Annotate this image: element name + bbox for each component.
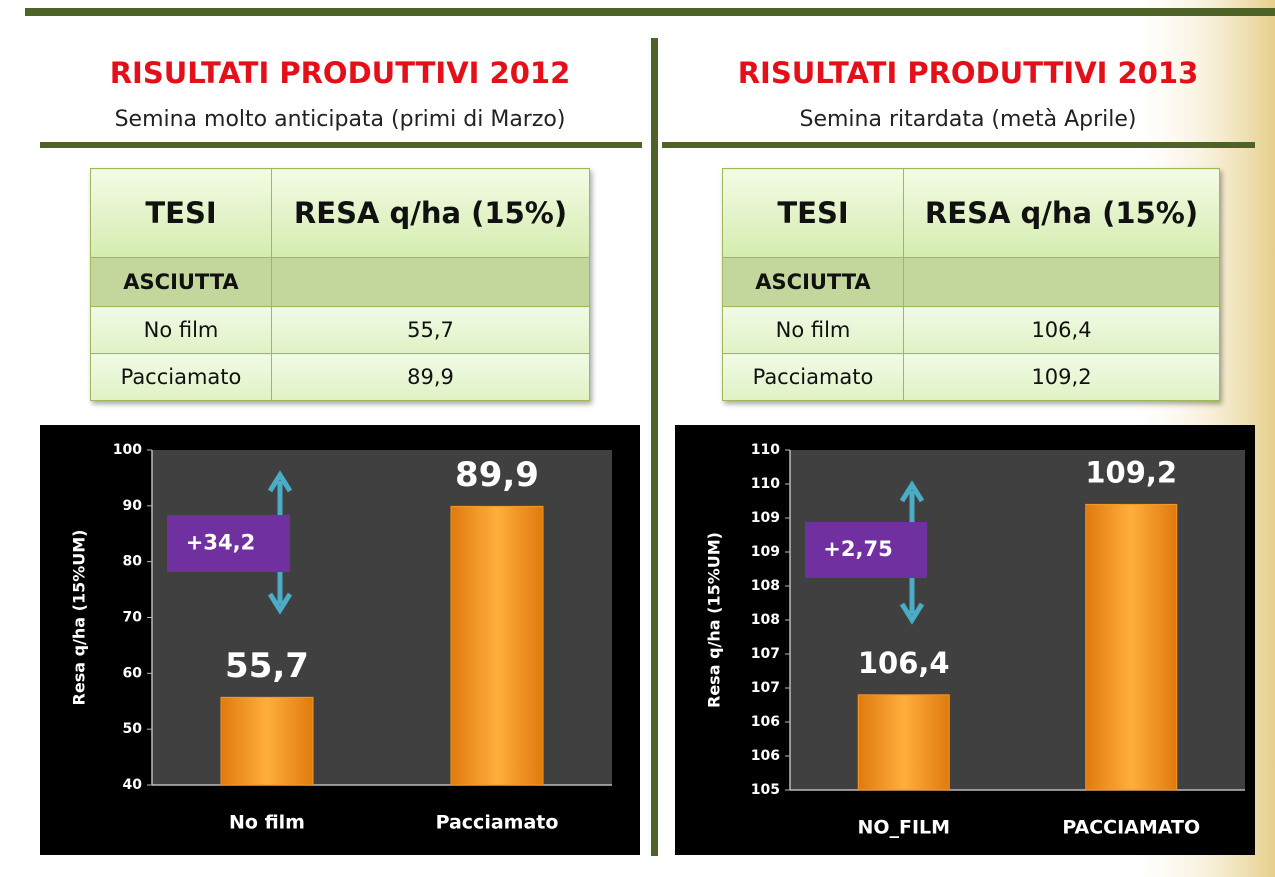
y-axis-title: Resa q/ha (15%UM) [705, 532, 724, 708]
bar [858, 695, 949, 790]
y-tick-label: 70 [123, 610, 143, 626]
table-cell: 55,7 [272, 307, 590, 354]
divider [651, 38, 658, 856]
y-tick-label: 106 [751, 714, 780, 730]
data-label: 89,9 [455, 455, 539, 495]
y-tick-label: 105 [751, 782, 780, 798]
panel-title: RISULTATI PRODUTTIVI 2013 [738, 56, 1199, 90]
table-cell: Pacciamato [723, 354, 904, 401]
x-tick-label: NO_FILM [857, 817, 950, 839]
bar [451, 506, 543, 785]
group-cell: ASCIUTTA [723, 258, 904, 307]
group-row: ASCIUTTA [723, 258, 1220, 307]
y-tick-label: 50 [123, 721, 143, 737]
slide: RISULTATI PRODUTTIVI 2012 Semina molto a… [0, 0, 1275, 877]
table-cell: Pacciamato [91, 354, 272, 401]
x-tick-label: No film [229, 812, 305, 834]
divider [662, 142, 1255, 148]
y-tick-label: 80 [123, 554, 143, 570]
header-cell: RESA q/ha (15%) [904, 169, 1220, 258]
data-label: 109,2 [1085, 455, 1177, 489]
annotation: +34,2 [186, 531, 255, 555]
x-tick-label: PACCIAMATO [1062, 817, 1200, 839]
y-tick-label: 40 [123, 777, 143, 793]
y-tick-label: 60 [123, 665, 143, 681]
slide-canvas: RISULTATI PRODUTTIVI 2012 Semina molto a… [0, 0, 1275, 877]
panel-subtitle: Semina ritardata (metà Aprile) [800, 107, 1137, 132]
y-tick-label: 110 [751, 476, 780, 492]
top-rule [25, 8, 1275, 16]
annotation: +2,75 [823, 537, 892, 561]
header-cell: TESI [91, 169, 272, 258]
data-label: 55,7 [225, 646, 309, 686]
y-tick-label: 109 [751, 544, 780, 560]
y-tick-label: 108 [751, 578, 780, 594]
y-axis-title: Resa q/ha (15%UM) [70, 530, 89, 706]
x-tick-label: Pacciamato [436, 812, 559, 834]
y-tick-label: 110 [751, 442, 780, 458]
divider [40, 142, 642, 148]
group-cell-blank [272, 258, 590, 307]
y-tick-label: 107 [751, 646, 780, 662]
table-cell: No film [723, 307, 904, 354]
bar [1086, 504, 1177, 790]
table-cell: 106,4 [904, 307, 1220, 354]
panel-title: RISULTATI PRODUTTIVI 2012 [110, 56, 571, 90]
group-cell-blank [904, 258, 1220, 307]
y-tick-label: 109 [751, 510, 780, 526]
table-cell: 109,2 [904, 354, 1220, 401]
table-cell: 89,9 [272, 354, 590, 401]
table-cell: No film [91, 307, 272, 354]
y-tick-label: 108 [751, 612, 780, 628]
panel-subtitle: Semina molto anticipata (primi di Marzo) [115, 107, 566, 132]
bar [221, 697, 313, 785]
y-tick-label: 107 [751, 680, 780, 696]
y-tick-label: 90 [123, 498, 143, 514]
group-row: ASCIUTTA [91, 258, 590, 307]
data-label: 106,4 [858, 646, 950, 680]
header-cell: RESA q/ha (15%) [272, 169, 590, 258]
header-cell: TESI [723, 169, 904, 258]
y-tick-label: 106 [751, 748, 780, 764]
y-tick-label: 100 [113, 442, 142, 458]
group-cell: ASCIUTTA [91, 258, 272, 307]
